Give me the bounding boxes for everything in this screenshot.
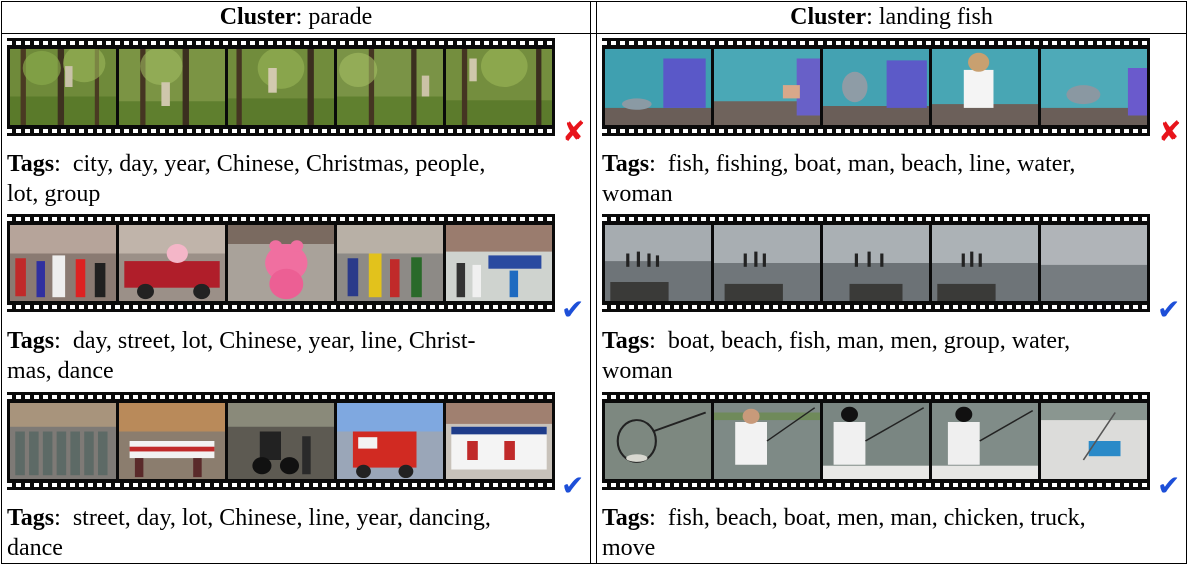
video-film-strip — [602, 38, 1150, 136]
keyframe-thumbnail — [932, 403, 1038, 479]
tags-values: boat, beach, fish, man, men, group, wate… — [667, 328, 1071, 354]
table-bottom-rule — [1, 563, 1187, 564]
tags-values-continued: woman — [602, 358, 673, 384]
keyframe-row — [605, 403, 1147, 479]
table-right-rule — [1186, 1, 1187, 564]
tags-label: Tags — [602, 151, 650, 177]
video-film-strip — [7, 38, 555, 136]
film-perforations — [602, 41, 1150, 45]
keyframe-thumbnail — [446, 49, 552, 125]
tags-label: Tags — [602, 505, 650, 531]
keyframe-thumbnail — [228, 225, 334, 301]
keyframe-thumbnail — [823, 403, 929, 479]
keyframe-row — [10, 403, 552, 479]
keyframe-row — [605, 49, 1147, 125]
keyframe-thumbnail — [446, 225, 552, 301]
film-perforations — [7, 217, 555, 221]
keyframe-thumbnail — [823, 225, 929, 301]
tags-values: fish, fishing, boat, man, beach, line, w… — [667, 151, 1076, 177]
tags-label: Tags — [7, 505, 55, 531]
keyframe-thumbnail — [119, 403, 225, 479]
keyframe-thumbnail — [10, 49, 116, 125]
keyframe-row — [10, 49, 552, 125]
incorrect-mark-icon: ✘ — [562, 115, 586, 148]
correct-check-icon: ✔ — [1157, 293, 1181, 326]
tags-label: Tags — [602, 328, 650, 354]
film-perforations — [7, 395, 555, 399]
incorrect-mark-icon: ✘ — [1158, 115, 1182, 148]
keyframe-thumbnail — [10, 403, 116, 479]
keyframe-row — [605, 225, 1147, 301]
correct-check-icon: ✔ — [561, 293, 585, 326]
tags-text: Tags: day, street, lot, Chinese, year, l… — [7, 326, 555, 386]
keyframe-thumbnail — [1041, 49, 1147, 125]
tags-values-continued: lot, group — [7, 181, 101, 207]
header-rule — [1, 33, 1187, 34]
keyframe-thumbnail — [932, 49, 1038, 125]
keyframe-thumbnail — [714, 49, 820, 125]
keyframe-thumbnail — [337, 225, 443, 301]
film-perforations — [7, 129, 555, 133]
tags-values: city, day, year, Chinese, Christmas, peo… — [72, 151, 486, 177]
keyframe-thumbnail — [605, 225, 711, 301]
correct-check-icon: ✔ — [561, 469, 585, 502]
tags-text: Tags: fish, beach, boat, men, man, chick… — [602, 503, 1150, 563]
tags-text: Tags: street, day, lot, Chinese, line, y… — [7, 503, 555, 563]
cluster-header-label: Cluster — [790, 4, 867, 30]
keyframe-thumbnail — [1041, 403, 1147, 479]
keyframe-thumbnail — [228, 403, 334, 479]
cluster-header-label: Cluster — [219, 4, 296, 30]
tags-values-continued: move — [602, 535, 656, 561]
tags-values: street, day, lot, Chinese, line, year, d… — [72, 505, 491, 531]
film-perforations — [602, 217, 1150, 221]
film-perforations — [602, 129, 1150, 133]
keyframe-thumbnail — [1041, 225, 1147, 301]
keyframe-thumbnail — [119, 225, 225, 301]
film-perforations — [602, 305, 1150, 309]
keyframe-thumbnail — [932, 225, 1038, 301]
column-divider-b — [596, 1, 597, 564]
keyframe-thumbnail — [605, 49, 711, 125]
column-divider-a — [590, 1, 591, 564]
keyframe-thumbnail — [446, 403, 552, 479]
tags-text: Tags: boat, beach, fish, man, men, group… — [602, 326, 1150, 386]
keyframe-thumbnail — [119, 49, 225, 125]
table-top-rule — [1, 1, 1187, 2]
film-perforations — [602, 483, 1150, 487]
tags-values: day, street, lot, Chinese, year, line, C… — [72, 328, 476, 354]
film-perforations — [7, 305, 555, 309]
cluster-header-parade: Cluster: parade — [219, 4, 373, 30]
tags-label: Tags — [7, 151, 55, 177]
keyframe-thumbnail — [228, 49, 334, 125]
video-film-strip — [7, 214, 555, 312]
cluster-header-landing-fish: Cluster: landing fish — [790, 4, 993, 30]
keyframe-thumbnail — [823, 49, 929, 125]
tags-values: fish, beach, boat, men, man, chicken, tr… — [667, 505, 1086, 531]
cluster-header-name: parade — [308, 4, 373, 30]
tags-label: Tags — [7, 328, 55, 354]
film-perforations — [7, 483, 555, 487]
tags-text: Tags: city, day, year, Chinese, Christma… — [7, 149, 555, 209]
tags-values-continued: dance — [7, 535, 63, 561]
cluster-header-name: landing fish — [878, 4, 993, 30]
tags-values-continued: mas, dance — [7, 358, 114, 384]
keyframe-row — [10, 225, 552, 301]
video-film-strip — [7, 392, 555, 490]
correct-check-icon: ✔ — [1157, 469, 1181, 502]
keyframe-thumbnail — [714, 403, 820, 479]
video-film-strip — [602, 392, 1150, 490]
keyframe-thumbnail — [10, 225, 116, 301]
keyframe-thumbnail — [337, 49, 443, 125]
film-perforations — [7, 41, 555, 45]
video-film-strip — [602, 214, 1150, 312]
keyframe-thumbnail — [714, 225, 820, 301]
film-perforations — [602, 395, 1150, 399]
keyframe-thumbnail — [605, 403, 711, 479]
tags-text: Tags: fish, fishing, boat, man, beach, l… — [602, 149, 1150, 209]
keyframe-thumbnail — [337, 403, 443, 479]
table-left-rule — [1, 1, 2, 564]
tags-values-continued: woman — [602, 181, 673, 207]
